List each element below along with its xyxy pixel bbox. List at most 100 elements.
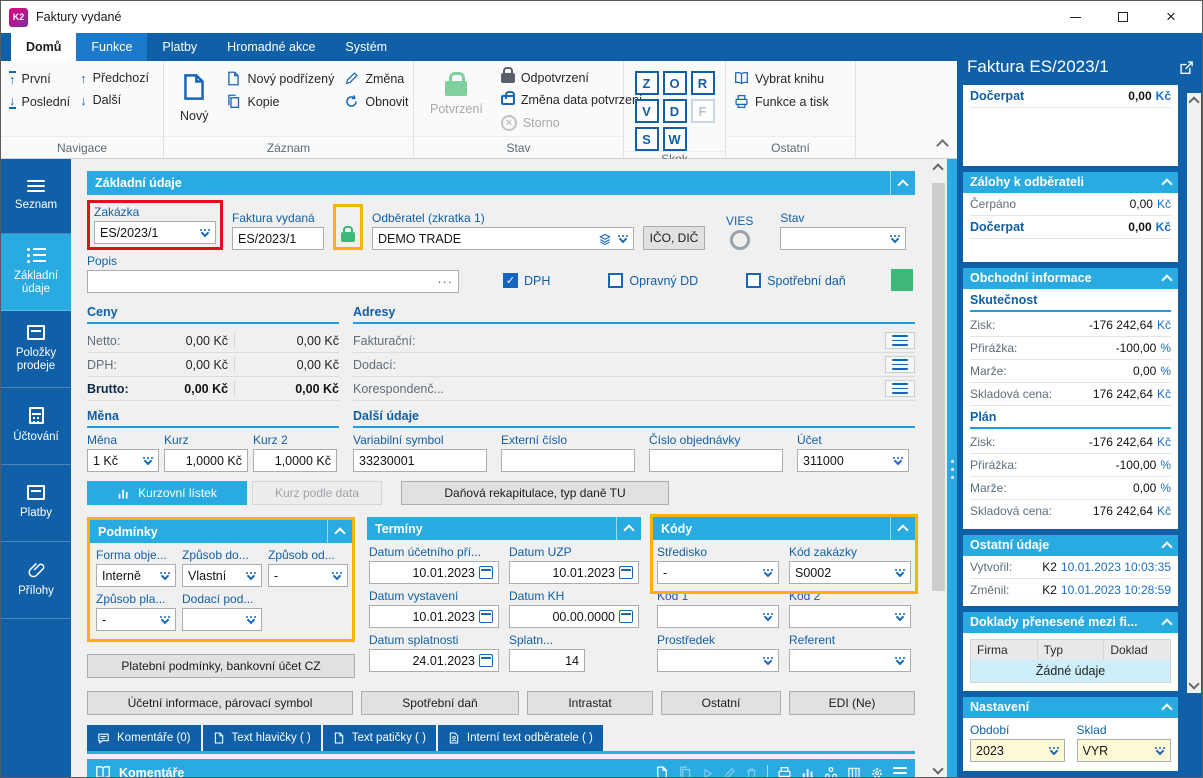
dropdown-icon[interactable] xyxy=(618,234,628,244)
sidebar-item-uctovani[interactable]: Účtování xyxy=(1,388,71,465)
dropdown-icon[interactable] xyxy=(332,571,342,581)
new-button[interactable]: Nový xyxy=(172,67,216,127)
collapse-chevron[interactable] xyxy=(334,527,346,539)
first-button[interactable]: ↑ První xyxy=(9,71,51,87)
dropdown-icon[interactable] xyxy=(246,615,256,625)
jump-key-f[interactable]: F xyxy=(690,99,715,123)
datum-vystaveni-field[interactable]: 10.01.2023 xyxy=(369,605,499,628)
platebni-podminky-button[interactable]: Platební podmínky, bankovní účet CZ xyxy=(87,654,355,678)
refresh-button[interactable]: Obnovit xyxy=(344,94,408,109)
collapse-chevron[interactable] xyxy=(1161,178,1173,190)
faktura-field[interactable]: ES/2023/1 xyxy=(232,227,324,250)
dodaci-podminky-field[interactable] xyxy=(182,608,262,631)
jump-key-v[interactable]: V xyxy=(634,99,659,123)
opravny-dd-checkbox[interactable] xyxy=(608,273,624,288)
prostredek-field[interactable] xyxy=(657,649,779,672)
close-button[interactable]: × xyxy=(1166,7,1176,26)
delete-icon[interactable] xyxy=(745,767,758,778)
ucet-field[interactable]: 311000 xyxy=(797,449,909,472)
collapse-chevron[interactable] xyxy=(897,178,909,191)
jump-key-s[interactable]: S xyxy=(634,127,659,151)
collapse-chevron[interactable] xyxy=(1161,618,1173,630)
jump-key-z[interactable]: Z xyxy=(634,71,659,95)
calendar-icon[interactable] xyxy=(479,654,493,667)
address-menu-button[interactable] xyxy=(885,380,915,397)
storno-button[interactable]: × Storno xyxy=(500,115,643,131)
sidebar-item-platby[interactable]: Platby xyxy=(1,465,71,542)
column-typ[interactable]: Typ xyxy=(1038,639,1105,660)
new-document-icon[interactable] xyxy=(655,766,669,778)
scroll-up-button[interactable] xyxy=(932,163,944,175)
sklad-field[interactable]: VYR xyxy=(1076,739,1171,763)
collapse-chevron[interactable] xyxy=(1161,273,1173,286)
datum-uzp-field[interactable]: 10.01.2023 xyxy=(509,561,639,584)
collapse-chevron[interactable] xyxy=(623,524,635,536)
sidebar-item-seznam[interactable]: Seznam xyxy=(1,159,71,234)
run-icon[interactable] xyxy=(701,767,714,778)
popis-field[interactable]: ··· xyxy=(87,270,459,293)
kod1-field[interactable] xyxy=(657,605,779,628)
jump-key-r[interactable]: R xyxy=(690,71,715,95)
ribbon-collapse-chevron[interactable] xyxy=(936,139,949,152)
dropdown-icon[interactable] xyxy=(763,656,773,666)
kurz-field[interactable]: 1,0000 Kč xyxy=(164,449,248,472)
variabilni-symbol-field[interactable]: 33230001 xyxy=(353,449,487,472)
intrastat-button[interactable]: Intrastat xyxy=(527,691,653,715)
zpusob-odberu-field[interactable]: - xyxy=(268,564,348,587)
stav-field[interactable] xyxy=(780,227,907,250)
menu-icon[interactable] xyxy=(893,767,907,777)
edi-button[interactable]: EDI (Ne) xyxy=(789,691,915,715)
dropdown-icon[interactable] xyxy=(143,456,153,466)
dph-checkbox[interactable] xyxy=(503,273,518,288)
scroll-down-button[interactable] xyxy=(932,763,944,775)
printer-icon[interactable] xyxy=(777,766,792,778)
edit-icon[interactable] xyxy=(723,767,736,778)
tab-funkce[interactable]: Funkce xyxy=(76,33,148,61)
zpusob-dopravy-field[interactable]: Vlastní xyxy=(182,564,262,587)
calendar-icon[interactable] xyxy=(619,566,633,579)
calendar-icon[interactable] xyxy=(619,610,633,623)
tab-text-hlavicky[interactable]: Text hlavičky ( ) xyxy=(202,725,321,751)
dropdown-icon[interactable] xyxy=(895,612,905,622)
settings-icon[interactable] xyxy=(870,766,884,778)
zakazka-field[interactable]: ES/2023/1 xyxy=(94,221,216,244)
new-child-button[interactable]: Nový podřízený xyxy=(226,71,334,86)
tab-komentare[interactable]: Komentáře (0) xyxy=(87,725,201,751)
kurz-podle-data-button[interactable]: Kurz podle data xyxy=(252,481,382,505)
jump-key-d[interactable]: D xyxy=(662,99,687,123)
copy-button[interactable]: Kopie xyxy=(226,94,334,109)
dropdown-icon[interactable] xyxy=(246,571,256,581)
columns-icon[interactable] xyxy=(847,766,861,778)
sidebar-item-prilohy[interactable]: Přílohy xyxy=(1,542,71,619)
tab-hromadne-akce[interactable]: Hromadné akce xyxy=(227,40,316,54)
chart-icon[interactable] xyxy=(801,766,815,778)
functions-print-button[interactable]: Funkce a tisk xyxy=(734,94,829,109)
dropdown-icon[interactable] xyxy=(160,571,170,581)
referent-field[interactable] xyxy=(789,649,911,672)
copy-icon[interactable] xyxy=(678,766,692,778)
forma-objednani-field[interactable]: Interně xyxy=(96,564,176,587)
dropdown-icon[interactable] xyxy=(763,612,773,622)
spotrebni-dan-button[interactable]: Spotřební daň xyxy=(361,691,519,715)
dropdown-icon[interactable] xyxy=(763,568,773,578)
dropdown-icon[interactable] xyxy=(1155,746,1165,756)
confirm-button[interactable]: Potvrzení xyxy=(422,67,491,120)
panel-splitter[interactable] xyxy=(947,159,957,777)
select-book-button[interactable]: Vybrat knihu xyxy=(734,71,829,86)
danova-rekapitulace-button[interactable]: Daňová rekapitulace, typ daně TU xyxy=(401,481,669,505)
scrollbar-thumb[interactable] xyxy=(932,183,945,591)
change-confirm-date-button[interactable]: Změna data potvrzení xyxy=(500,91,642,107)
scroll-up-button[interactable] xyxy=(1188,96,1200,108)
dropdown-icon[interactable] xyxy=(895,656,905,666)
datum-kh-field[interactable]: 00.00.0000 xyxy=(509,605,639,628)
collapse-chevron[interactable] xyxy=(1161,541,1173,553)
scroll-down-button[interactable] xyxy=(1188,678,1200,690)
ellipsis-button[interactable]: ··· xyxy=(437,274,453,289)
datum-splatnosti-field[interactable]: 24.01.2023 xyxy=(369,649,499,672)
ucetni-informace-button[interactable]: Účetní informace, párovací symbol xyxy=(87,691,353,715)
unconfirm-button[interactable]: Odpotvrzení xyxy=(500,67,643,85)
jump-key-o[interactable]: O xyxy=(662,71,687,95)
kod2-field[interactable] xyxy=(789,605,911,628)
splatnost-field[interactable]: 14 xyxy=(509,649,585,672)
odberatel-field[interactable]: DEMO TRADE xyxy=(372,227,634,250)
